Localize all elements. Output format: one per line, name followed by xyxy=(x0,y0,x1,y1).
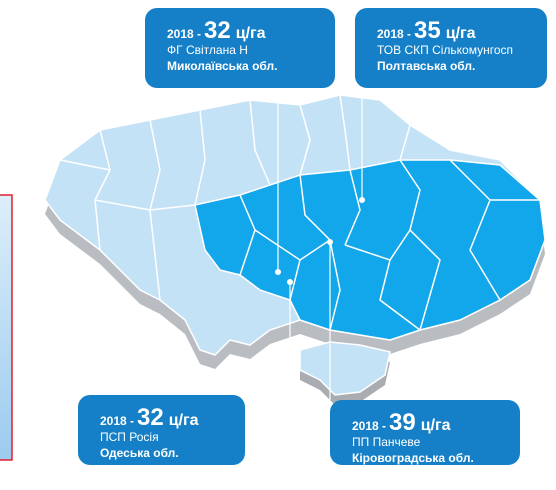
pointer-dots xyxy=(242,197,365,375)
region-name: Миколаївська обл. xyxy=(167,59,277,73)
callout: 2018 -32 ц/га ПСП Росія Одеська обл. xyxy=(78,395,245,465)
region-name: Одеська обл. xyxy=(100,446,179,460)
yield-unit: ц/га xyxy=(236,25,266,42)
farm-name: ФГ Світлана Н xyxy=(167,43,248,57)
region-name: Полтавська обл. xyxy=(377,59,475,73)
side-panel xyxy=(0,194,13,461)
callout-headline: 2018 -32 ц/га xyxy=(100,404,199,431)
farm-name: ПСП Росія xyxy=(100,430,159,444)
callout-headline: 2018 -35 ц/га xyxy=(377,17,476,44)
year: 2018 - xyxy=(167,27,201,41)
yield-value: 32 xyxy=(137,404,164,431)
callout-box xyxy=(145,8,335,88)
yield-value: 32 xyxy=(204,17,231,44)
yield-unit: ц/га xyxy=(421,417,451,434)
farm-name: ПП Панчеве xyxy=(352,435,421,449)
map xyxy=(44,94,546,405)
yield-unit: ц/га xyxy=(446,25,476,42)
year: 2018 - xyxy=(377,27,411,41)
pointer-lines xyxy=(244,88,363,400)
yield-value: 35 xyxy=(414,17,441,44)
farm-name: ТОВ СКП Сількомунгосп xyxy=(377,43,513,57)
year: 2018 - xyxy=(352,419,386,433)
yield-unit: ц/га xyxy=(169,412,199,429)
yield-value: 39 xyxy=(389,409,416,436)
region-name: Кіровоградська обл. xyxy=(352,451,474,465)
callout-box xyxy=(330,400,520,465)
callout-box xyxy=(78,395,245,465)
year: 2018 - xyxy=(100,414,134,428)
callout-headline: 2018 -32 ц/га xyxy=(167,17,266,44)
callout-headline: 2018 -39 ц/га xyxy=(352,409,451,436)
callout-box xyxy=(355,8,547,88)
